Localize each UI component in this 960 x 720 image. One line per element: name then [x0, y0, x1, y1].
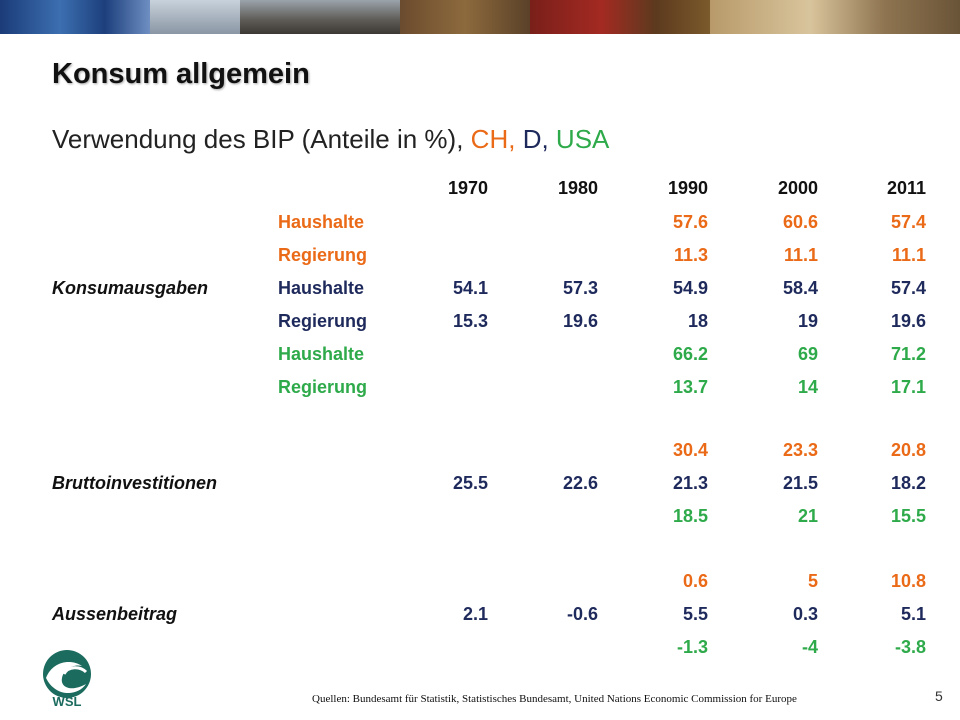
table-cell: 60.6 — [782, 212, 818, 232]
table-cell: 19 — [797, 311, 818, 331]
table-cell: 10.8 — [890, 571, 926, 591]
table-cell: -1.3 — [676, 637, 708, 657]
table-cell: 18.2 — [890, 473, 926, 493]
table-cell: 13.7 — [672, 377, 708, 397]
table-cell: 57.4 — [890, 212, 926, 232]
subtitle-main: Verwendung des BIP (Anteile in %), — [52, 124, 464, 154]
category-konsumausgaben: Konsumausgaben — [52, 278, 209, 298]
slide-title: Konsum allgemein — [52, 58, 310, 90]
row-label-ch-haushalte: Haushalte — [278, 212, 365, 232]
table-cell: 69 — [797, 344, 818, 364]
category-aussenbeitrag: Aussenbeitrag — [52, 604, 178, 624]
table-cell: 14 — [797, 377, 818, 397]
shopping-photo — [710, 0, 960, 34]
table-cell: 5.1 — [900, 604, 926, 624]
table-cell: 18 — [687, 311, 708, 331]
table-cell: 19.6 — [562, 311, 598, 331]
table-cell: 0.6 — [682, 571, 708, 591]
table-cell: 54.1 — [452, 278, 488, 298]
stock-chart-photo — [0, 0, 150, 34]
table-cell: 15.3 — [452, 311, 488, 331]
table-cell: 15.5 — [890, 506, 926, 526]
table-cell: 21.3 — [672, 473, 708, 493]
table-cell: 11.1 — [891, 245, 926, 265]
table-cell: 11.1 — [783, 245, 818, 265]
wsl-logo-text: WSL — [53, 694, 82, 709]
year-header-2000: 2000 — [777, 178, 818, 198]
category-bruttoinvestitionen: Bruttoinvestitionen — [52, 473, 217, 493]
industry-photo — [240, 0, 400, 34]
year-header-1970: 1970 — [447, 178, 488, 198]
table-cell: 58.4 — [782, 278, 818, 298]
year-header-2011: 2011 — [886, 178, 926, 198]
table-cell: 19.6 — [890, 311, 926, 331]
table-cell: 71.2 — [890, 344, 926, 364]
table-cell: 17.1 — [890, 377, 926, 397]
table-cell: -3.8 — [894, 637, 926, 657]
wsl-logo-graphic: WSL — [43, 650, 91, 709]
slide-subtitle: Verwendung des BIP (Anteile in %), CH, D… — [52, 124, 609, 155]
table-cell: 66.2 — [672, 344, 708, 364]
header-photo-strip — [0, 0, 960, 34]
table-cell: 20.8 — [890, 440, 926, 460]
row-label-ch-regierung: Regierung — [278, 245, 368, 265]
table-cell: 18.5 — [672, 506, 708, 526]
table-cell: 21.5 — [782, 473, 818, 493]
table-cell: 25.5 — [452, 473, 488, 493]
table-cell: 5 — [807, 571, 818, 591]
row-label-d-haushalte: Haushalte — [278, 278, 365, 298]
table-cell: 57.3 — [562, 278, 598, 298]
year-header-1990: 1990 — [667, 178, 708, 198]
table-cell: 54.9 — [672, 278, 708, 298]
table-cell: 57.4 — [890, 278, 926, 298]
market-photo — [530, 0, 710, 34]
table-cell: 2.1 — [462, 604, 488, 624]
table-cell: 57.6 — [672, 212, 708, 232]
table-cell: 5.5 — [682, 604, 708, 624]
row-label-usa-haushalte: Haushalte — [278, 344, 365, 364]
table-cell: 23.3 — [782, 440, 818, 460]
subtitle-usa: USA — [555, 124, 610, 154]
table-cell: 21 — [797, 506, 818, 526]
subtitle-ch: CH, — [470, 124, 516, 154]
table-cell: 0.3 — [792, 604, 818, 624]
year-header-1980: 1980 — [557, 178, 598, 198]
table-cell: 11.3 — [673, 245, 708, 265]
wsl-logo: WSL — [34, 644, 104, 710]
sources-footnote: Quellen: Bundesamt für Statistik, Statis… — [312, 693, 797, 705]
table-cell: -0.6 — [566, 604, 598, 624]
subtitle-d: D, — [522, 124, 549, 154]
row-label-d-regierung: Regierung — [278, 311, 368, 331]
sky-photo — [150, 0, 240, 34]
row-label-usa-regierung: Regierung — [278, 377, 368, 397]
table-cell: 22.6 — [562, 473, 598, 493]
table-cell: -4 — [801, 637, 818, 657]
forest-photo — [400, 0, 530, 34]
table-cell: 30.4 — [672, 440, 708, 460]
page-number: 5 — [935, 688, 943, 704]
